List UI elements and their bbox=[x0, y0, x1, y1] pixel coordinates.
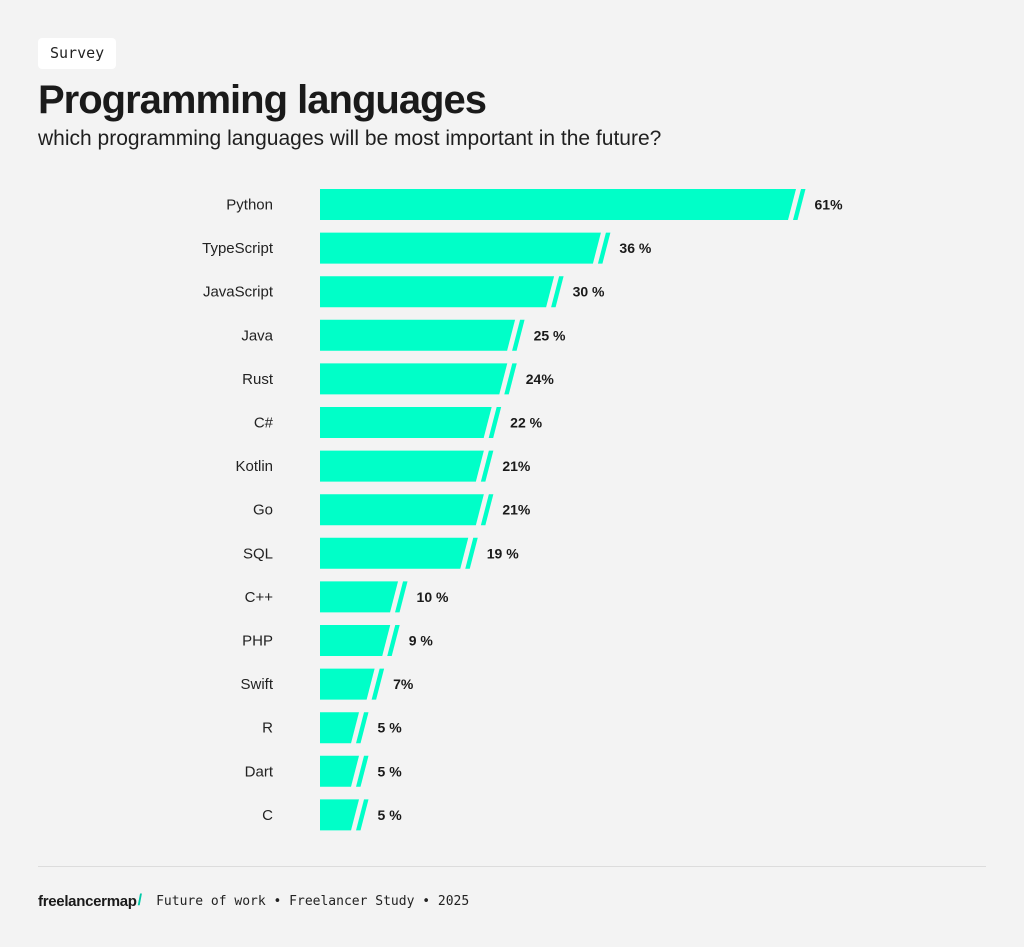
category-label-python: Python bbox=[226, 197, 273, 214]
value-label-sql: 19 % bbox=[487, 545, 519, 561]
bar-dart bbox=[320, 755, 360, 787]
category-label-typescript: TypeScript bbox=[202, 240, 274, 257]
bar-stripe-python bbox=[793, 189, 806, 220]
value-label-dart: 5 % bbox=[378, 763, 403, 779]
value-label-java: 25 % bbox=[534, 327, 566, 343]
value-label-cplusplus: 10 % bbox=[417, 589, 449, 605]
survey-tag: Survey bbox=[38, 38, 117, 69]
bar-go bbox=[320, 494, 484, 526]
category-label-c: C bbox=[262, 807, 273, 824]
value-label-python: 61% bbox=[815, 197, 844, 213]
page-subtitle: which programming languages will be most… bbox=[38, 127, 662, 150]
category-label-sql: SQL bbox=[243, 545, 273, 562]
page-title: Programming languages bbox=[38, 78, 487, 122]
bar-stripe-php bbox=[387, 625, 400, 656]
value-label-typescript: 36 % bbox=[619, 240, 651, 256]
value-label-php: 9 % bbox=[409, 633, 434, 649]
bar-stripe-cplusplus bbox=[395, 581, 408, 613]
bar-java bbox=[320, 319, 516, 351]
bar-rust bbox=[320, 363, 508, 395]
value-label-c: 5 % bbox=[378, 807, 403, 823]
category-label-dart: Dart bbox=[245, 763, 274, 780]
category-label-rust: Rust bbox=[242, 371, 274, 388]
value-label-go: 21% bbox=[502, 502, 531, 518]
bar-stripe-c bbox=[356, 799, 369, 831]
bar-stripe-rust bbox=[504, 363, 517, 395]
category-label-kotlin: Kotlin bbox=[235, 458, 273, 475]
bar-stripe-typescript bbox=[597, 232, 611, 264]
value-label-swift: 7% bbox=[393, 676, 414, 692]
bar-typescript bbox=[320, 232, 601, 264]
bar-c bbox=[320, 799, 360, 831]
bar-cplusplus bbox=[320, 581, 399, 613]
bar-stripe-java bbox=[512, 319, 525, 351]
value-label-csharp: 22 % bbox=[510, 415, 542, 431]
bar-stripe-r bbox=[356, 712, 369, 744]
category-label-csharp: C# bbox=[254, 415, 274, 432]
brand-slash: / bbox=[137, 892, 143, 909]
category-label-php: PHP bbox=[242, 633, 273, 650]
bar-swift bbox=[320, 668, 375, 700]
category-label-java: Java bbox=[241, 327, 273, 344]
bar-stripe-swift bbox=[371, 668, 385, 700]
bar-stripe-csharp bbox=[488, 407, 502, 438]
bar-sql bbox=[320, 537, 469, 569]
brand-logo: freelancermap bbox=[38, 892, 137, 910]
value-label-kotlin: 21% bbox=[502, 458, 531, 474]
bar-stripe-sql bbox=[465, 537, 478, 569]
bar-csharp bbox=[320, 407, 492, 438]
bar-stripe-dart bbox=[356, 755, 369, 787]
bar-python bbox=[320, 189, 796, 220]
category-label-swift: Swift bbox=[240, 676, 273, 693]
bar-chart: Python 61% TypeScript 36 % JavaScript 30 % Jav… bbox=[202, 189, 844, 831]
category-label-go: Go bbox=[253, 502, 273, 519]
footer-caption: Future of work • Freelancer Study • 2025 bbox=[156, 893, 470, 909]
bar-stripe-javascript bbox=[551, 276, 564, 308]
bar-stripe-kotlin bbox=[480, 450, 494, 482]
category-label-cplusplus: C++ bbox=[245, 589, 274, 606]
category-label-javascript: JavaScript bbox=[203, 284, 274, 301]
footer-divider bbox=[38, 866, 986, 867]
bar-stripe-go bbox=[480, 494, 494, 526]
footer: freelancermap / Future of work • Freelanc… bbox=[38, 890, 469, 912]
bar-r bbox=[320, 712, 360, 744]
value-label-r: 5 % bbox=[378, 720, 403, 736]
value-label-javascript: 30 % bbox=[573, 284, 605, 300]
category-label-r: R bbox=[262, 720, 273, 737]
value-label-rust: 24% bbox=[526, 371, 555, 387]
bar-php bbox=[320, 625, 391, 656]
bar-javascript bbox=[320, 276, 555, 308]
bar-kotlin bbox=[320, 450, 484, 482]
